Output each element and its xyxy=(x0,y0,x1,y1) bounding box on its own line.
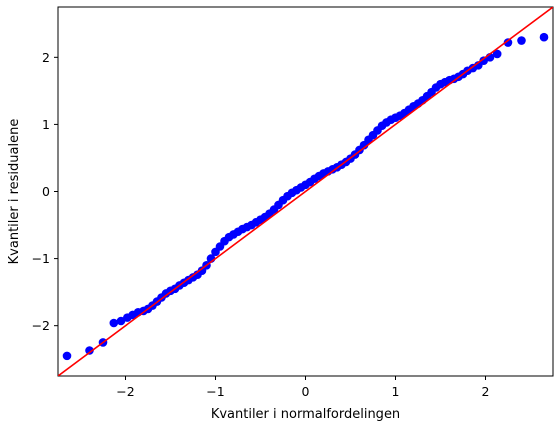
data-point xyxy=(492,49,502,59)
data-point xyxy=(539,32,549,42)
y-axis-ticks: −2 −1 0 1 2 xyxy=(32,50,58,333)
data-point xyxy=(503,38,513,47)
y-tick-label: −2 xyxy=(32,318,50,333)
data-point xyxy=(109,318,119,328)
x-tick-label: −2 xyxy=(116,384,134,399)
x-tick-label: 2 xyxy=(482,384,490,399)
x-axis-label: Kvantiler i normalfordelingen xyxy=(211,407,400,422)
y-tick-label: 2 xyxy=(42,50,50,65)
y-tick-label: 0 xyxy=(42,184,50,199)
data-point xyxy=(62,351,72,361)
data-points xyxy=(62,32,549,361)
x-tick-label: 1 xyxy=(392,384,400,399)
data-point xyxy=(479,56,489,65)
y-tick-label: −1 xyxy=(32,251,50,266)
x-tick-label: 0 xyxy=(302,384,310,399)
reference-line xyxy=(58,7,553,376)
x-tick-label: −1 xyxy=(206,384,224,399)
data-point xyxy=(116,316,126,326)
data-point xyxy=(85,346,94,355)
data-point xyxy=(517,36,526,45)
x-axis-ticks: −2 −1 0 1 2 xyxy=(116,376,489,399)
reference-line-group xyxy=(58,7,553,376)
y-axis-label: Kvantiler i residualene xyxy=(7,119,22,265)
y-tick-label: 1 xyxy=(42,117,50,132)
